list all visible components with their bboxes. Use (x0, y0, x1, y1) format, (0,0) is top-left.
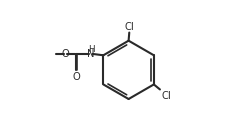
Text: Cl: Cl (161, 91, 170, 101)
Text: O: O (72, 72, 80, 82)
Text: Cl: Cl (124, 22, 134, 32)
Text: H: H (88, 45, 94, 54)
Text: N: N (86, 49, 94, 59)
Text: O: O (61, 49, 69, 59)
